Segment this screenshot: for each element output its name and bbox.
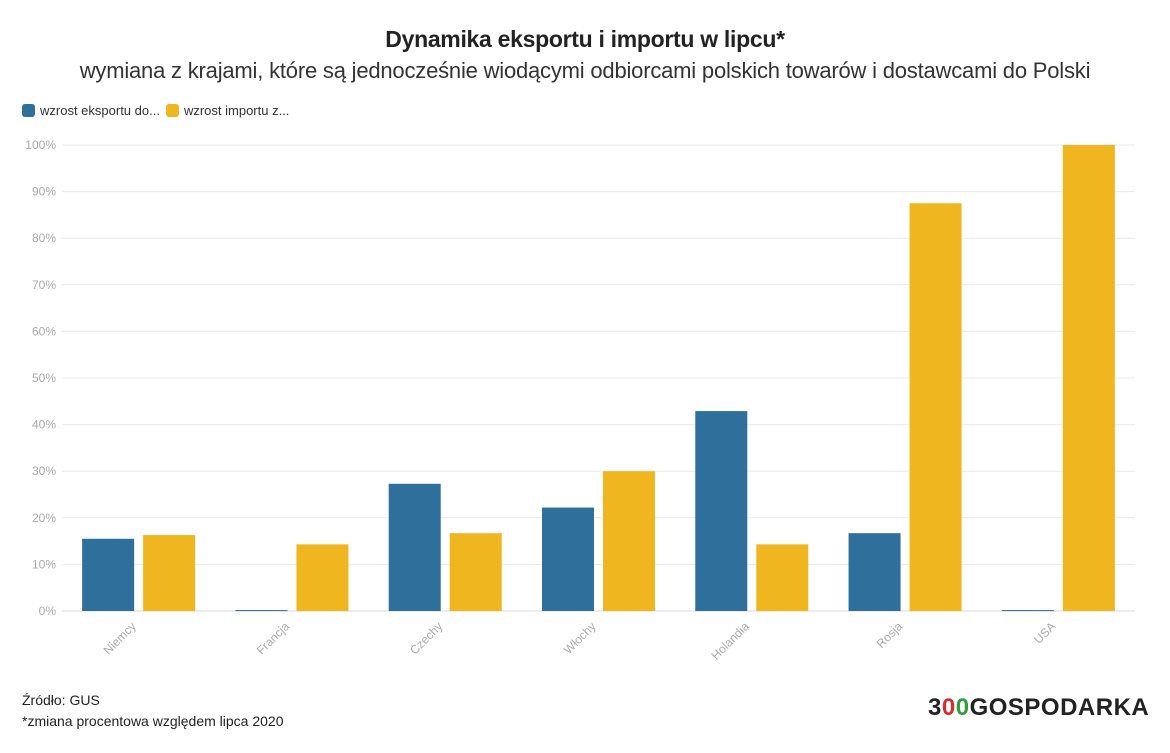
x-tick-label: Holandia: [709, 619, 753, 663]
legend: wzrost eksportu do... wzrost importu z..…: [22, 103, 295, 118]
gridlines: [62, 144, 1135, 612]
x-tick-label: Francja: [254, 619, 292, 657]
x-tick-label: Włochy: [561, 619, 599, 657]
logo-digit-0-red: 0: [941, 694, 956, 721]
bar-export-niemcy[interactable]: [82, 538, 135, 611]
y-axis-ticks: 0% 10% 20% 30% 40% 50% 60% 70% 80% 90% 100%: [25, 138, 56, 618]
bar-import-włochy[interactable]: [603, 471, 655, 611]
x-tick-label: Niemcy: [101, 619, 139, 657]
chart-title: Dynamika eksportu i importu w lipcu*: [385, 26, 785, 52]
y-tick-label: 10%: [32, 557, 56, 571]
x-tick-label: USA: [1031, 619, 1058, 646]
y-tick-label: 90%: [32, 185, 56, 199]
logo-wordmark: GOSPODARKA: [969, 694, 1150, 721]
y-tick-label: 60%: [32, 324, 56, 338]
chart-subtitle: wymiana z krajami, które są jednocześnie…: [79, 58, 1091, 83]
y-tick-label: 40%: [32, 418, 56, 432]
bar-export-usa[interactable]: [1001, 610, 1054, 612]
bar-export-czechy[interactable]: [388, 483, 441, 611]
legend-label-import: wzrost importu z...: [183, 103, 290, 118]
bars: [82, 145, 1115, 612]
y-tick-label: 0%: [39, 604, 57, 618]
bar-import-francja[interactable]: [296, 544, 349, 611]
legend-label-export: wzrost eksportu do...: [40, 103, 160, 118]
x-axis-ticks: Niemcy Francja Czechy Włochy Holandia Rosja US…: [101, 619, 1059, 663]
bar-export-holandia[interactable]: [695, 411, 748, 611]
bar-import-holandia[interactable]: [756, 544, 809, 611]
x-tick-label: Czechy: [407, 619, 445, 657]
x-tick-label: Rosja: [874, 619, 906, 651]
legend-item-export[interactable]: wzrost eksportu do...: [22, 103, 160, 118]
legend-swatch-import: [165, 104, 179, 117]
bar-import-niemcy[interactable]: [143, 535, 196, 611]
legend-swatch-export: [22, 104, 35, 117]
logo-digit-0-green: 0: [955, 694, 970, 721]
y-tick-label: 70%: [32, 278, 56, 292]
legend-item-import[interactable]: wzrost importu z...: [165, 103, 290, 118]
bar-export-włochy[interactable]: [542, 507, 594, 611]
source-text: Źródło: GUS: [22, 692, 100, 708]
bar-import-rosja[interactable]: [909, 203, 962, 611]
bar-export-rosja[interactable]: [848, 533, 901, 611]
y-tick-label: 30%: [32, 464, 56, 478]
y-tick-label: 50%: [32, 371, 56, 385]
logo-digit-3: 3: [928, 694, 942, 721]
bar-import-usa[interactable]: [1062, 145, 1115, 611]
footnote-text: *zmiana procentowa względem lipca 2020: [22, 713, 284, 729]
bar-import-czechy[interactable]: [449, 533, 502, 611]
bar-export-francja[interactable]: [235, 610, 288, 612]
brand-logo: 300GOSPODARKA: [928, 694, 1149, 722]
y-tick-label: 80%: [32, 231, 56, 245]
y-tick-label: 100%: [25, 138, 56, 152]
y-tick-label: 20%: [32, 511, 56, 525]
